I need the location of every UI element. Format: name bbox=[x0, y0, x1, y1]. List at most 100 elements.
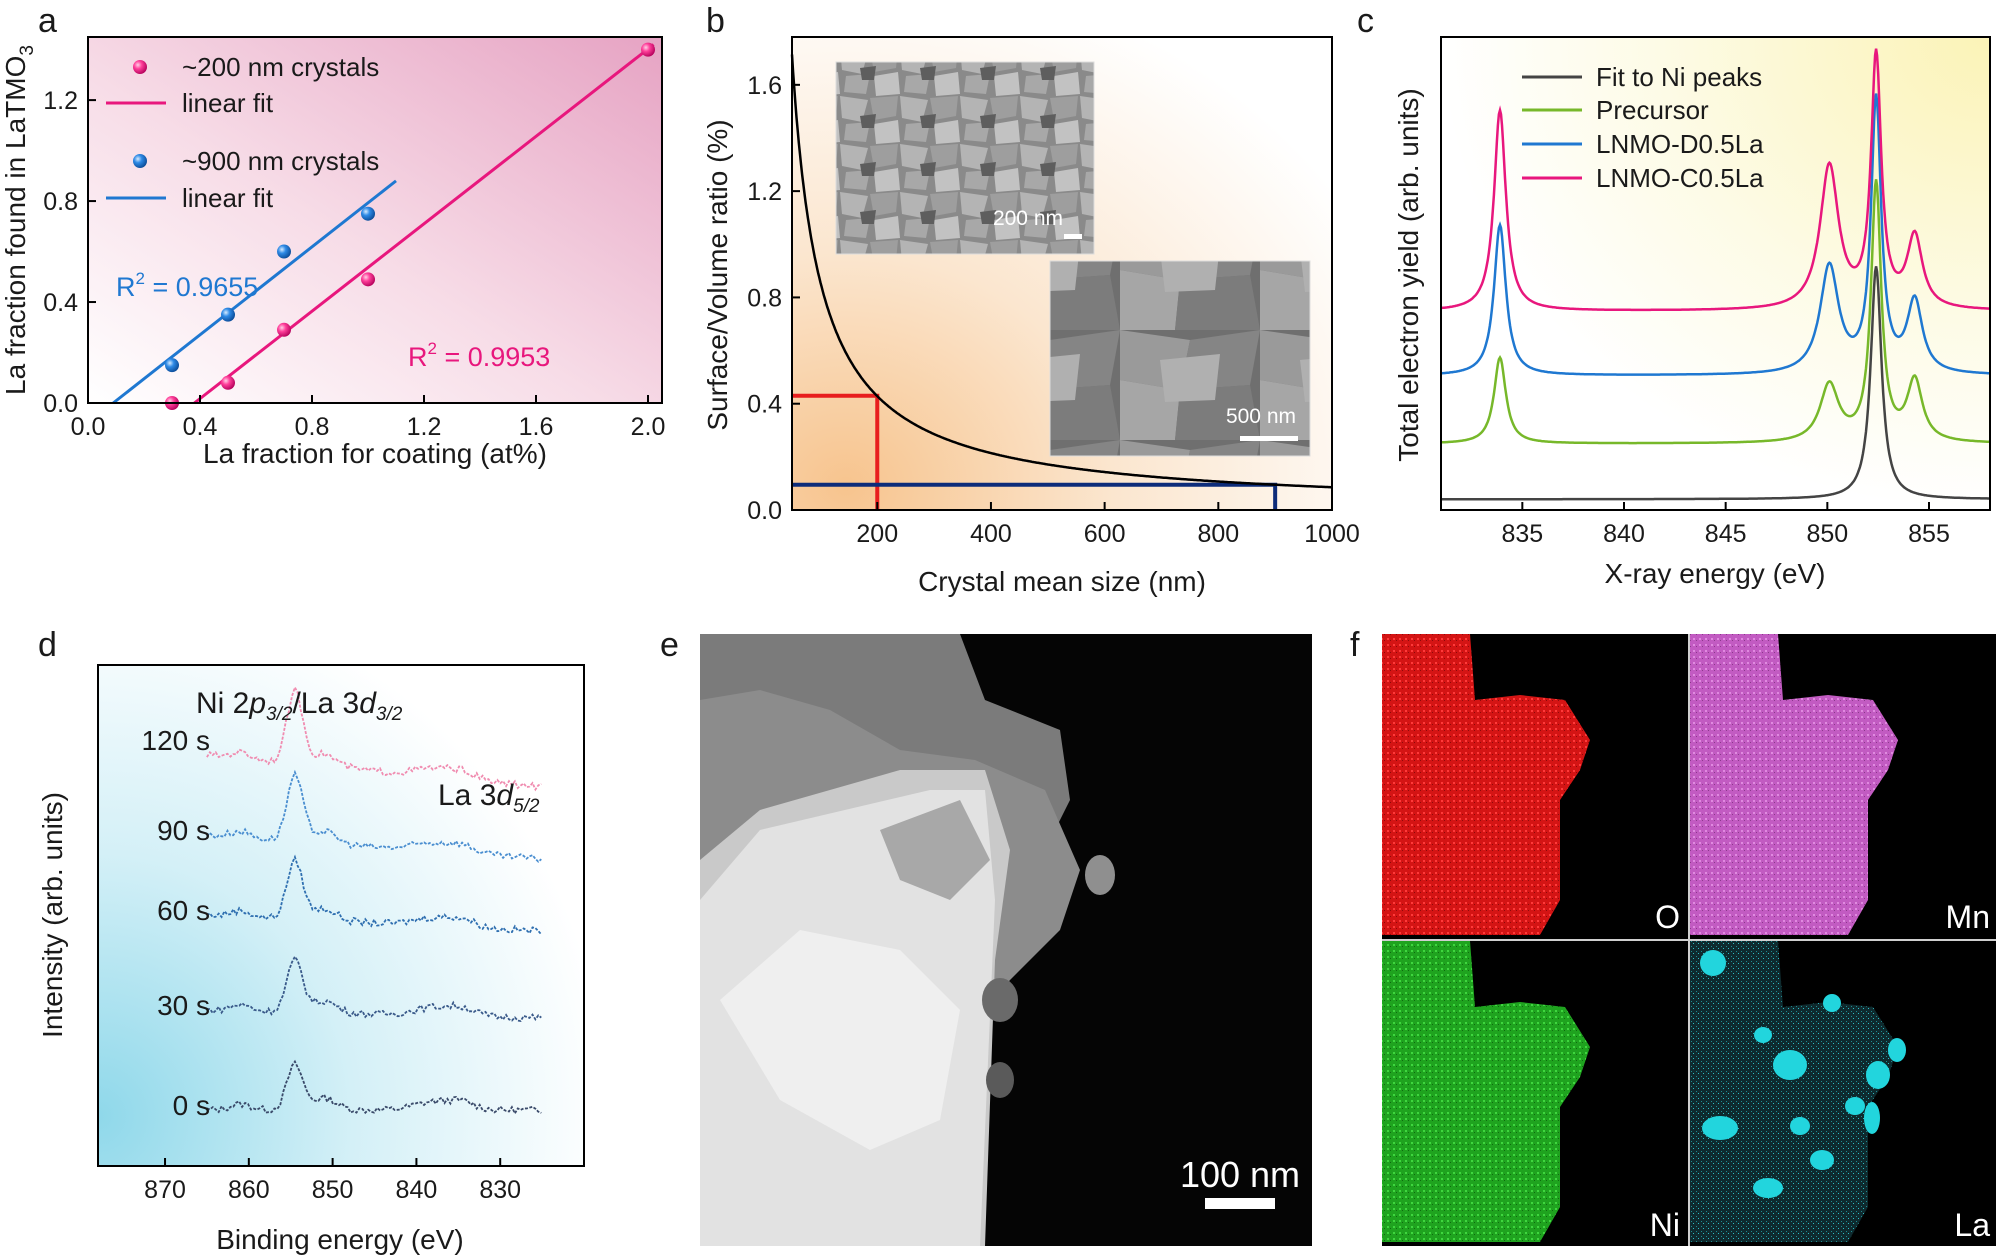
panel-d: d 870 860 850 840 830 0 s 30 s 60 s 90 s 120 s B… bbox=[37, 626, 585, 1255]
legend-a: ~200 nm crystals linear fit ~900 nm crys… bbox=[106, 52, 379, 213]
panel-label-d: d bbox=[38, 626, 57, 664]
eds-label-mn: Mn bbox=[1946, 899, 1990, 935]
x-tick-label-a: 0.8 bbox=[295, 413, 330, 441]
spectrum-precursor bbox=[1440, 179, 1991, 445]
x-tick-label-a: 1.2 bbox=[407, 413, 442, 441]
sem-scale-bar-200nm bbox=[1064, 234, 1082, 239]
eds-map-ni: Ni bbox=[1382, 941, 1688, 1246]
surface-volume-curve bbox=[790, 54, 1332, 489]
x-tick-label-d: 840 bbox=[396, 1176, 438, 1204]
x-axis-label-d: Binding energy (eV) bbox=[216, 1224, 463, 1255]
data-point-pink bbox=[221, 375, 235, 390]
data-point-blue bbox=[221, 307, 235, 322]
xps-trace-90s bbox=[206, 769, 542, 863]
y-tick-label-b: 0.0 bbox=[747, 497, 782, 525]
data-point-blue bbox=[361, 206, 375, 221]
legend-c: Fit to Ni peaks Precursor LNMO-D0.5La LN… bbox=[1522, 62, 1764, 193]
data-point-blue bbox=[165, 358, 179, 373]
legend-marker-pink bbox=[133, 60, 147, 74]
legend-label-fit: Fit to Ni peaks bbox=[1596, 62, 1762, 92]
eds-map-mn: Mn bbox=[1690, 634, 1996, 939]
y-tick-label-a: 0.8 bbox=[43, 188, 78, 216]
x-tick-label-a: 2.0 bbox=[631, 413, 666, 441]
y-axis-label-d: Intensity (arb. units) bbox=[37, 792, 68, 1038]
x-axis-label-b: Crystal mean size (nm) bbox=[918, 566, 1206, 597]
data-point-pink bbox=[641, 42, 655, 57]
axes-frame-a bbox=[87, 36, 663, 404]
axes-frame-b bbox=[791, 36, 1333, 511]
panel-b: b 200 nm 500 nm 200 400 600 800 1000 0.0 0.4 0.… bbox=[702, 2, 1360, 597]
x-tick-label-a: 0.0 bbox=[71, 413, 106, 441]
x-tick-label-d: 860 bbox=[228, 1176, 270, 1204]
x-tick-label-b: 1000 bbox=[1304, 520, 1360, 548]
eds-label-o: O bbox=[1655, 899, 1680, 935]
eds-map-la: La bbox=[1690, 941, 1996, 1246]
x-tick-label-c: 855 bbox=[1908, 520, 1950, 548]
panel-label-b: b bbox=[706, 2, 725, 40]
legend-marker-blue bbox=[133, 154, 147, 168]
y-tick-label-b: 0.8 bbox=[747, 284, 782, 312]
legend-label-fit-blue: linear fit bbox=[182, 183, 274, 213]
y-axis-label-b: Surface/Volume ratio (%) bbox=[702, 119, 733, 430]
data-point-pink bbox=[277, 322, 291, 337]
fit-line-pink bbox=[193, 43, 655, 405]
y-tick-label-b: 0.4 bbox=[747, 391, 782, 419]
eds-map-o: O bbox=[1382, 634, 1688, 939]
panel-f: f O Mn Ni bbox=[1350, 626, 1996, 1246]
panel-a: a 0.0 0.4 0.8 1.2 1.6 2.0 0.0 0.4 0.8 1.2 La frac… bbox=[0, 2, 665, 469]
trace-label-120s: 120 s bbox=[142, 725, 211, 756]
legend-label-precursor: Precursor bbox=[1596, 95, 1709, 125]
x-tick-label-b: 400 bbox=[970, 520, 1012, 548]
sem-inset-200nm: 200 nm bbox=[835, 61, 1095, 255]
tem-image: 100 nm bbox=[700, 634, 1312, 1246]
spectrum-lnmo-d0-5la bbox=[1440, 93, 1991, 376]
y-tick-label-b: 1.2 bbox=[747, 178, 782, 206]
panel-label-c: c bbox=[1357, 2, 1374, 40]
legend-label-200nm: ~200 nm crystals bbox=[182, 52, 379, 82]
sem-scale-bar-500nm bbox=[1240, 436, 1298, 441]
axes-frame-d bbox=[97, 664, 585, 1167]
sem-scale-label-500nm: 500 nm bbox=[1226, 405, 1296, 428]
y-tick-label-a: 0.4 bbox=[43, 289, 78, 317]
legend-label-fit-pink: linear fit bbox=[182, 88, 274, 118]
panel-label-f: f bbox=[1350, 626, 1360, 664]
y-tick-label-a: 1.2 bbox=[43, 87, 78, 115]
y-axis-label-c: Total electron yield (arb. units) bbox=[1393, 88, 1424, 462]
plot-area-c bbox=[1441, 37, 1990, 510]
fit-line-blue bbox=[112, 179, 397, 405]
y-tick-label-a: 0.0 bbox=[43, 390, 78, 418]
xps-trace-0s bbox=[206, 1059, 542, 1116]
x-axis-label-a: La fraction for coating (at%) bbox=[203, 438, 547, 469]
annotation-la-3d: La 3d5/2 bbox=[438, 779, 540, 817]
x-tick-label-d: 870 bbox=[144, 1176, 186, 1204]
tem-scale-label: 100 nm bbox=[1180, 1154, 1300, 1195]
axes-frame-c bbox=[1440, 36, 1991, 511]
x-tick-label-c: 840 bbox=[1603, 520, 1645, 548]
tem-scale-bar bbox=[1205, 1198, 1275, 1209]
trace-label-0s: 0 s bbox=[173, 1090, 210, 1121]
panel-c: c 835 840 845 850 855 X-ray energy (eV) Tota… bbox=[1357, 2, 1991, 589]
sem-scale-label-200nm: 200 nm bbox=[993, 207, 1063, 230]
xps-trace-60s bbox=[206, 854, 542, 935]
x-tick-label-b: 600 bbox=[1084, 520, 1126, 548]
eds-label-ni: Ni bbox=[1650, 1207, 1680, 1243]
spectrum-fit-to-ni-peaks bbox=[1441, 266, 1990, 501]
panel-label-e: e bbox=[660, 626, 679, 664]
x-tick-label-c: 845 bbox=[1705, 520, 1747, 548]
r2-label-pink: R2 = 0.9953 bbox=[408, 339, 550, 372]
x-tick-label-c: 835 bbox=[1501, 520, 1543, 548]
x-tick-label-d: 850 bbox=[312, 1176, 354, 1204]
y-tick-label-b: 1.6 bbox=[747, 72, 782, 100]
trace-label-90s: 90 s bbox=[157, 815, 210, 846]
x-axis-label-c: X-ray energy (eV) bbox=[1605, 558, 1826, 589]
y-axis-label-a: La fraction found in LaTMO3 bbox=[0, 45, 38, 395]
xps-trace-30s bbox=[206, 954, 542, 1022]
x-tick-label-c: 850 bbox=[1806, 520, 1848, 548]
x-tick-label-b: 200 bbox=[856, 520, 898, 548]
annotation-ni-2p: Ni 2p3/2/La 3d3/2 bbox=[196, 687, 403, 725]
panel-label-a: a bbox=[38, 2, 57, 40]
x-tick-label-b: 800 bbox=[1197, 520, 1239, 548]
trace-label-60s: 60 s bbox=[157, 895, 210, 926]
x-tick-label-a: 0.4 bbox=[183, 413, 218, 441]
